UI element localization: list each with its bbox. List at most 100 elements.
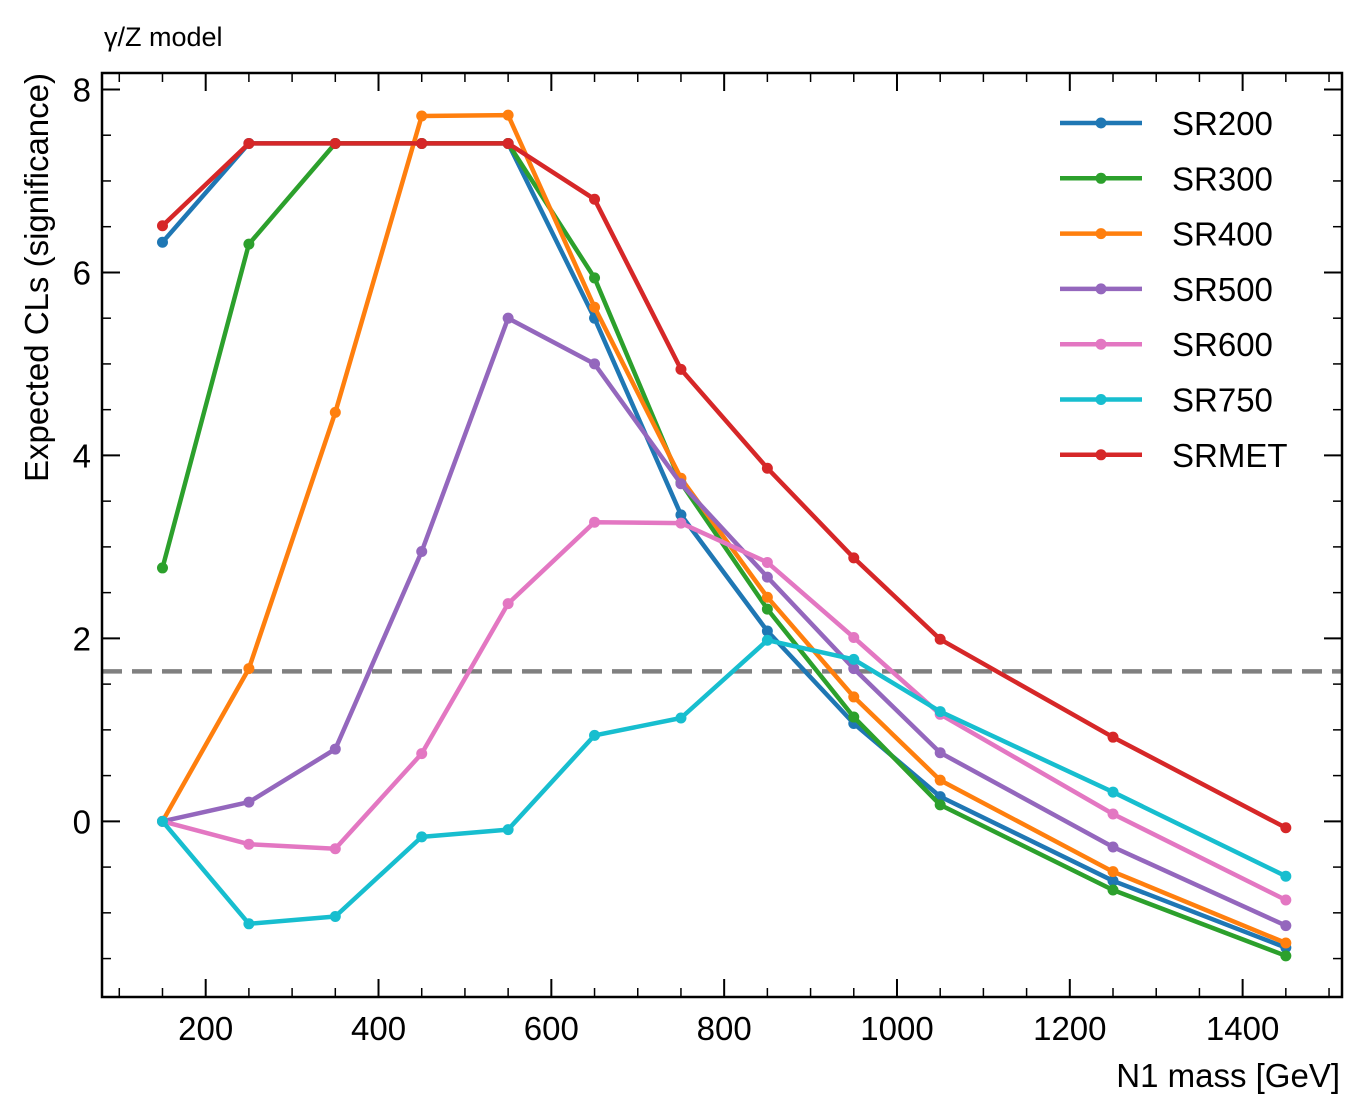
tick-labels-layer: 200 400 600 800 1000 1200 1400 0 2 4 6 8 [73,71,1280,1047]
tick-marks-layer [102,73,1342,997]
x-tick-label: 600 [524,1010,579,1047]
data-point-sr300 [934,799,946,811]
data-point-sr750 [502,824,514,836]
data-point-sr400 [416,110,428,122]
y-tick-label: 4 [73,437,91,474]
data-point-srmet [761,462,773,474]
series-line-sr300 [160,141,1289,959]
data-point-sr750 [156,815,168,827]
data-point-sr750 [243,918,255,930]
series-line-sr750 [160,637,1289,927]
legend-swatch-marker [1095,228,1107,240]
data-point-sr750 [329,910,341,922]
data-point-sr750 [1280,870,1292,882]
x-tick-label: 1000 [860,1010,933,1047]
data-point-srmet [329,137,341,149]
data-point-sr750 [1107,786,1119,798]
data-point-sr600 [761,556,773,568]
legend-swatch-marker [1095,338,1107,350]
data-point-sr600 [1280,894,1292,906]
x-tick-label: 800 [697,1010,752,1047]
data-point-sr300 [1107,884,1119,896]
data-point-sr400 [1280,937,1292,949]
data-point-sr750 [589,729,601,741]
legend-label: SRMET [1172,437,1288,474]
data-point-sr500 [934,747,946,759]
data-point-srmet [589,193,601,205]
series-layer [156,109,1292,962]
data-point-srmet [243,137,255,149]
legend-swatch-marker [1095,172,1107,184]
data-point-sr300 [848,711,860,723]
data-point-sr600 [329,843,341,855]
data-point-sr500 [1107,841,1119,853]
data-point-sr400 [761,591,773,603]
x-tick-label: 400 [351,1010,406,1047]
legend-label: SR200 [1172,105,1273,142]
data-point-srmet [1280,822,1292,834]
legend-swatch-marker [1095,449,1107,461]
legend: SR200 SR300 SR400 SR500 SR600 SR750 SRMET [1060,105,1288,474]
data-point-sr600 [502,598,514,610]
data-point-sr750 [675,712,687,724]
legend-label: SR600 [1172,326,1273,363]
plot-frame [100,71,1344,999]
data-point-sr600 [589,516,601,528]
plot-frame-layer [100,71,1344,999]
data-point-sr500 [1280,920,1292,932]
legend-label: SR400 [1172,216,1273,253]
legend-label: SR500 [1172,271,1273,308]
data-point-sr400 [848,691,860,703]
data-point-sr300 [761,603,773,615]
data-point-sr600 [848,631,860,643]
data-point-sr750 [761,634,773,646]
x-tick-label: 1400 [1206,1010,1279,1047]
data-point-sr400 [589,301,601,313]
data-point-sr200 [675,509,687,521]
data-point-sr300 [243,238,255,250]
data-point-sr500 [589,358,601,370]
legend-label: SR750 [1172,382,1273,419]
y-tick-label: 2 [73,620,91,657]
data-point-sr300 [156,562,168,574]
data-point-srmet [502,137,514,149]
legend-swatch-marker [1095,394,1107,405]
series-line-sr600 [160,519,1289,903]
data-point-srmet [156,220,168,232]
legend-swatch-marker [1095,283,1107,295]
data-point-sr400 [1107,866,1119,878]
legend-label: SR300 [1172,160,1273,197]
data-point-sr200 [1107,875,1119,887]
x-tick-label: 1200 [1033,1010,1106,1047]
data-point-sr500 [243,796,255,808]
y-tick-label: 8 [73,71,91,108]
data-point-sr500 [416,545,428,557]
data-point-srmet [1107,731,1119,743]
chart-title-left: γ/Z model [104,22,223,52]
data-point-srmet [675,363,687,375]
data-point-sr600 [675,517,687,529]
y-tick-label: 6 [73,254,91,291]
data-point-sr400 [329,406,341,418]
data-point-sr400 [502,109,514,121]
data-point-sr600 [243,838,255,850]
data-point-sr500 [329,743,341,755]
y-tick-label: 0 [73,803,91,840]
data-point-sr600 [1107,808,1119,820]
data-point-srmet [934,633,946,645]
data-point-sr200 [156,236,168,248]
data-point-srmet [848,552,860,564]
y-axis-label: Expected CLs (significance) [18,73,55,482]
data-point-sr500 [675,478,687,490]
data-point-sr400 [934,774,946,786]
data-point-sr750 [934,706,946,718]
data-point-sr400 [243,663,255,675]
data-point-sr750 [416,831,428,843]
x-axis-label: N1 mass [GeV] [1116,1057,1340,1094]
x-tick-label: 200 [178,1010,233,1047]
data-point-sr300 [589,272,601,284]
data-point-sr750 [848,653,860,665]
data-point-sr200 [761,625,773,637]
data-point-sr300 [1280,950,1292,962]
